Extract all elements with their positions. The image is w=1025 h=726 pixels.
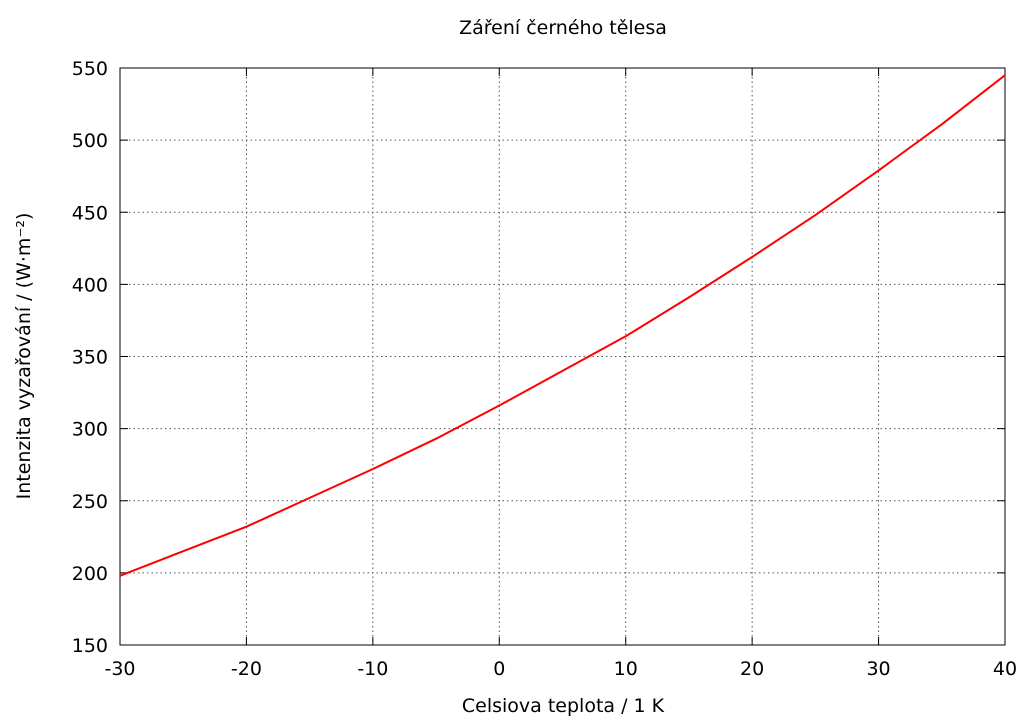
y-tick-label: 500 [72,130,108,152]
x-tick-label: -20 [231,658,262,680]
x-tick-label: 0 [493,658,505,680]
y-tick-label: 300 [72,419,108,441]
y-tick-label: 200 [72,563,108,585]
x-tick-label: -30 [104,658,135,680]
y-axis-title: Intenzita vyzařování / (W·m⁻²) [13,213,35,500]
grid [120,68,1005,645]
y-tick-label: 450 [72,202,108,224]
y-tick-label: 150 [72,635,108,657]
x-tick-label: 30 [866,658,890,680]
x-tick-label: 10 [614,658,638,680]
x-tick-label: -10 [357,658,388,680]
x-axis-title: Celsiova teplota / 1 K [462,695,665,717]
chart-title: Záření černého tělesa [459,17,667,39]
series-group [119,74,1006,577]
x-tick-label: 40 [993,658,1017,680]
series-line-0 [119,74,1006,577]
y-tick-label: 400 [72,274,108,296]
y-tick-label: 350 [72,347,108,369]
y-axis-tick-labels: 150 200 250 300 350 400 450 500 550 [72,58,108,657]
x-tick-label: 20 [740,658,764,680]
y-tick-label: 250 [72,491,108,513]
x-axis-tick-labels: -30 -20 -10 0 10 20 30 40 [104,658,1017,680]
y-tick-label: 550 [72,58,108,80]
